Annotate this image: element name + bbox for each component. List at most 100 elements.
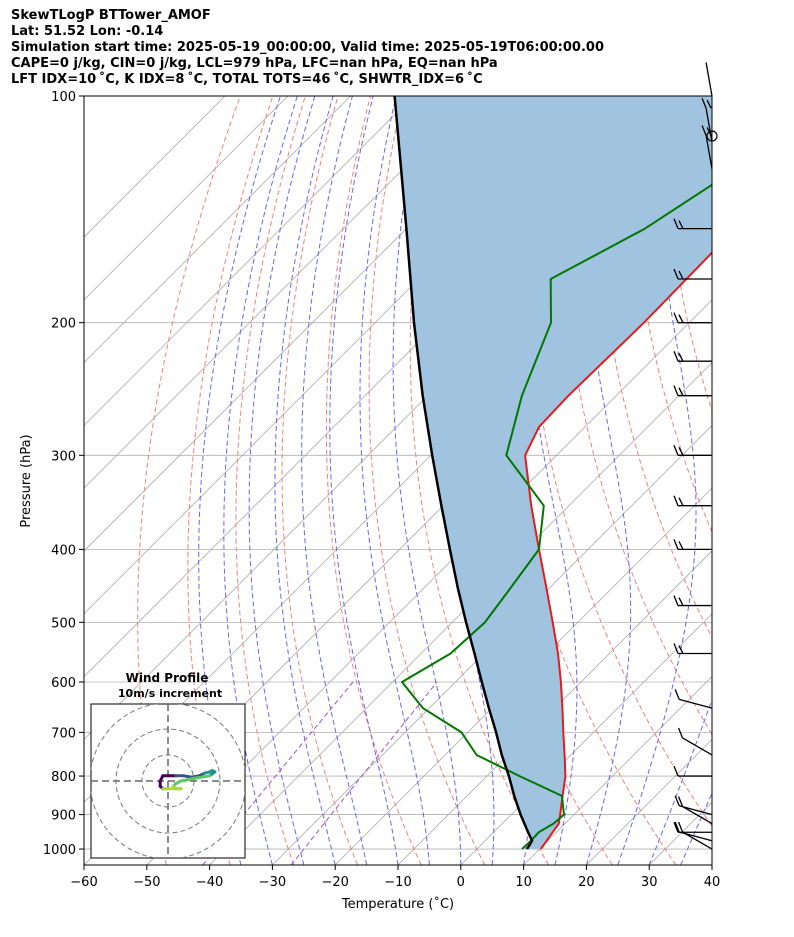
- moist-adiabat: [392, 96, 462, 865]
- x-tick-label: −30: [259, 875, 286, 890]
- x-tick-label: 40: [704, 875, 721, 890]
- moist-adiabat: [274, 96, 336, 865]
- moist-adiabat: [648, 697, 712, 865]
- mixing-ratio-line: [202, 681, 354, 865]
- isotherm-line: [209, 362, 712, 865]
- dry-adiabat: [662, 96, 712, 413]
- y-tick-label: 800: [51, 770, 76, 785]
- chart-header: SkewTLogP BTTower_AMOF Lat: 51.52 Lon: -…: [11, 8, 604, 88]
- isotherm-line: [84, 96, 351, 364]
- isotherm-line: [84, 96, 414, 426]
- wind-barb-flag: [678, 541, 684, 550]
- wind-barb: [673, 312, 712, 324]
- wind-barb: [673, 822, 712, 833]
- wind-barb-flag: [673, 643, 679, 654]
- wind-barb: [674, 795, 713, 816]
- moist-adiabat: [329, 96, 399, 865]
- x-tick-label: 20: [578, 875, 595, 890]
- wind-barb-flag: [677, 821, 684, 833]
- x-tick-label: 10: [515, 875, 532, 890]
- y-tick-label: 900: [51, 809, 76, 824]
- wind-barb: [673, 495, 712, 507]
- moist-adiabat: [198, 96, 281, 865]
- dewpoint-line: [401, 183, 712, 850]
- wind-barb-flag: [706, 99, 712, 109]
- moist-adiabat: [359, 96, 430, 865]
- wind-barb: [677, 796, 713, 825]
- y-tick-label: 200: [51, 317, 76, 332]
- wind-barb-flag: [678, 387, 684, 396]
- wind-barb: [673, 539, 712, 551]
- wind-barb-flag: [678, 352, 684, 362]
- wind-barb-flag: [673, 539, 679, 550]
- wind-barb-shaft: [682, 737, 713, 756]
- location-line: Lat: 51.52 Lon: -0.14: [11, 24, 164, 39]
- temperature-line: [524, 251, 712, 850]
- wind-barb-flag: [673, 765, 679, 777]
- wind-barb-flag: [674, 795, 680, 807]
- wind-barb-flag: [673, 268, 679, 280]
- hodograph-plot: [91, 704, 245, 858]
- wind-barb: [673, 218, 712, 230]
- hodograph-title: Wind Profile: [126, 671, 209, 685]
- wind-barb-flag: [673, 445, 679, 456]
- isotherm-line: [84, 96, 226, 238]
- wind-barb-flag: [674, 689, 680, 700]
- isotherm-line: [711, 864, 712, 865]
- isotherm-line: [84, 96, 477, 489]
- isotherm-line: [775, 96, 794, 865]
- wind-barb: [673, 385, 712, 397]
- wind-barb-flag: [678, 447, 684, 456]
- hodograph-trace: [192, 774, 212, 780]
- moist-adiabat: [301, 96, 368, 865]
- isotherm-line: [272, 424, 712, 865]
- wind-barb: [673, 268, 712, 280]
- mixing-ratio-line: [290, 681, 438, 865]
- dry-adiabat: [560, 96, 712, 736]
- dry-adiabat: [728, 96, 794, 865]
- y-tick-label: 500: [51, 616, 76, 631]
- wind-barb-flag: [677, 796, 684, 807]
- y-tick-label: 1000: [43, 843, 76, 858]
- dry-adiabat: [368, 96, 486, 865]
- wind-barb-flag: [673, 595, 679, 606]
- wind-barb: [701, 97, 713, 142]
- x-tick-label: −60: [70, 875, 97, 890]
- dry-adiabat: [761, 96, 794, 865]
- moist-adiabat: [711, 863, 712, 865]
- moist-adiabat: [581, 96, 632, 865]
- wind-barb-flag: [673, 385, 679, 396]
- wind-barb-shaft: [678, 805, 713, 816]
- wind-barb-flag: [673, 350, 679, 362]
- x-tick-label: 0: [457, 875, 465, 890]
- wind-barb: [673, 445, 712, 456]
- x-tick-label: −40: [196, 875, 223, 890]
- moist-adiabat: [617, 96, 697, 865]
- wind-barb-shaft: [682, 805, 713, 825]
- wind-barb-flag: [673, 218, 679, 229]
- moist-adiabat: [248, 96, 316, 865]
- isotherm-line: [84, 96, 289, 301]
- hodograph-trace: [179, 776, 196, 783]
- wind-barb: [673, 643, 712, 655]
- hodograph-subtitle: 10m/s increment: [118, 687, 222, 700]
- wind-barb-flag: [678, 270, 684, 280]
- isotherm-line: [523, 676, 712, 865]
- wind-barb: [705, 62, 718, 142]
- wind-barb-shaft: [678, 831, 713, 842]
- dry-adiabat: [595, 96, 712, 639]
- cape-shading: [394, 96, 712, 849]
- y-tick-label: 100: [51, 90, 76, 105]
- x-tick-label: 30: [641, 875, 658, 890]
- wind-barb: [674, 689, 713, 709]
- wind-barb-shaft: [705, 62, 713, 97]
- y-axis-label: Pressure (hPa): [19, 434, 34, 527]
- isotherm-line: [460, 613, 712, 865]
- x-tick-label: −50: [133, 875, 160, 890]
- x-axis-label: Temperature (˚C): [341, 896, 454, 912]
- y-tick-label: 300: [51, 449, 76, 464]
- time-line: Simulation start time: 2025-05-19_00:00:…: [11, 40, 604, 55]
- wind-barb-flag: [678, 497, 684, 506]
- x-tick-label: −10: [384, 875, 411, 890]
